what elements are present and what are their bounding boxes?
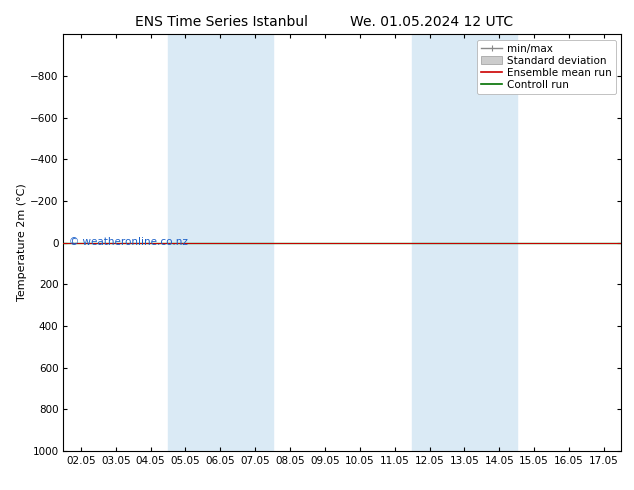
Legend: min/max, Standard deviation, Ensemble mean run, Controll run: min/max, Standard deviation, Ensemble me… bbox=[477, 40, 616, 94]
Text: ENS Time Series Istanbul: ENS Time Series Istanbul bbox=[136, 15, 308, 29]
Bar bbox=[412, 34, 517, 451]
Text: © weatheronline.co.nz: © weatheronline.co.nz bbox=[69, 238, 188, 247]
Y-axis label: Temperature 2m (°C): Temperature 2m (°C) bbox=[17, 184, 27, 301]
Text: We. 01.05.2024 12 UTC: We. 01.05.2024 12 UTC bbox=[349, 15, 513, 29]
Bar bbox=[168, 34, 273, 451]
